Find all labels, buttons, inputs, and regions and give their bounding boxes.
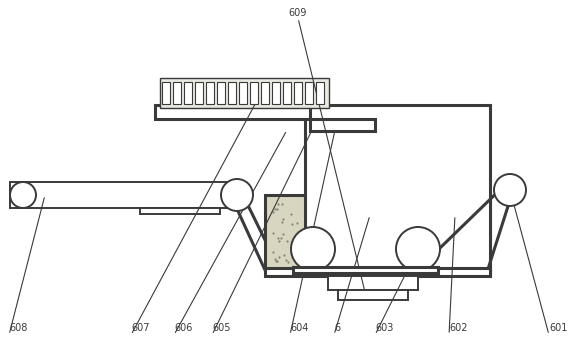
Bar <box>265 195 490 270</box>
Bar <box>140 208 220 214</box>
Bar <box>283 82 291 104</box>
Text: 609: 609 <box>289 8 307 18</box>
Bar <box>239 82 247 104</box>
Bar <box>310 119 375 131</box>
Bar <box>261 82 269 104</box>
Bar <box>272 82 280 104</box>
Bar <box>265 268 490 276</box>
Bar <box>160 78 329 108</box>
Bar <box>155 105 310 119</box>
Text: 604: 604 <box>290 323 308 333</box>
Bar <box>217 82 225 104</box>
Text: 605: 605 <box>212 323 231 333</box>
Bar <box>305 105 490 275</box>
Bar <box>228 82 236 104</box>
Circle shape <box>494 174 526 206</box>
Circle shape <box>10 182 36 208</box>
Bar <box>184 82 192 104</box>
Text: 603: 603 <box>375 323 393 333</box>
Text: 608: 608 <box>9 323 28 333</box>
Bar <box>293 267 438 273</box>
Bar <box>294 82 302 104</box>
Bar <box>195 82 203 104</box>
Bar <box>10 182 238 208</box>
Bar <box>316 82 324 104</box>
Text: 606: 606 <box>174 323 192 333</box>
Circle shape <box>291 227 335 271</box>
Circle shape <box>396 227 440 271</box>
Bar <box>173 82 181 104</box>
Bar <box>250 82 258 104</box>
Bar <box>162 82 170 104</box>
Circle shape <box>221 179 253 211</box>
Text: 607: 607 <box>131 323 149 333</box>
Bar <box>338 290 408 300</box>
Text: 6: 6 <box>334 323 340 333</box>
Bar <box>305 82 313 104</box>
Bar <box>328 276 418 290</box>
Text: 601: 601 <box>549 323 567 333</box>
Bar <box>206 82 214 104</box>
Text: 602: 602 <box>449 323 467 333</box>
